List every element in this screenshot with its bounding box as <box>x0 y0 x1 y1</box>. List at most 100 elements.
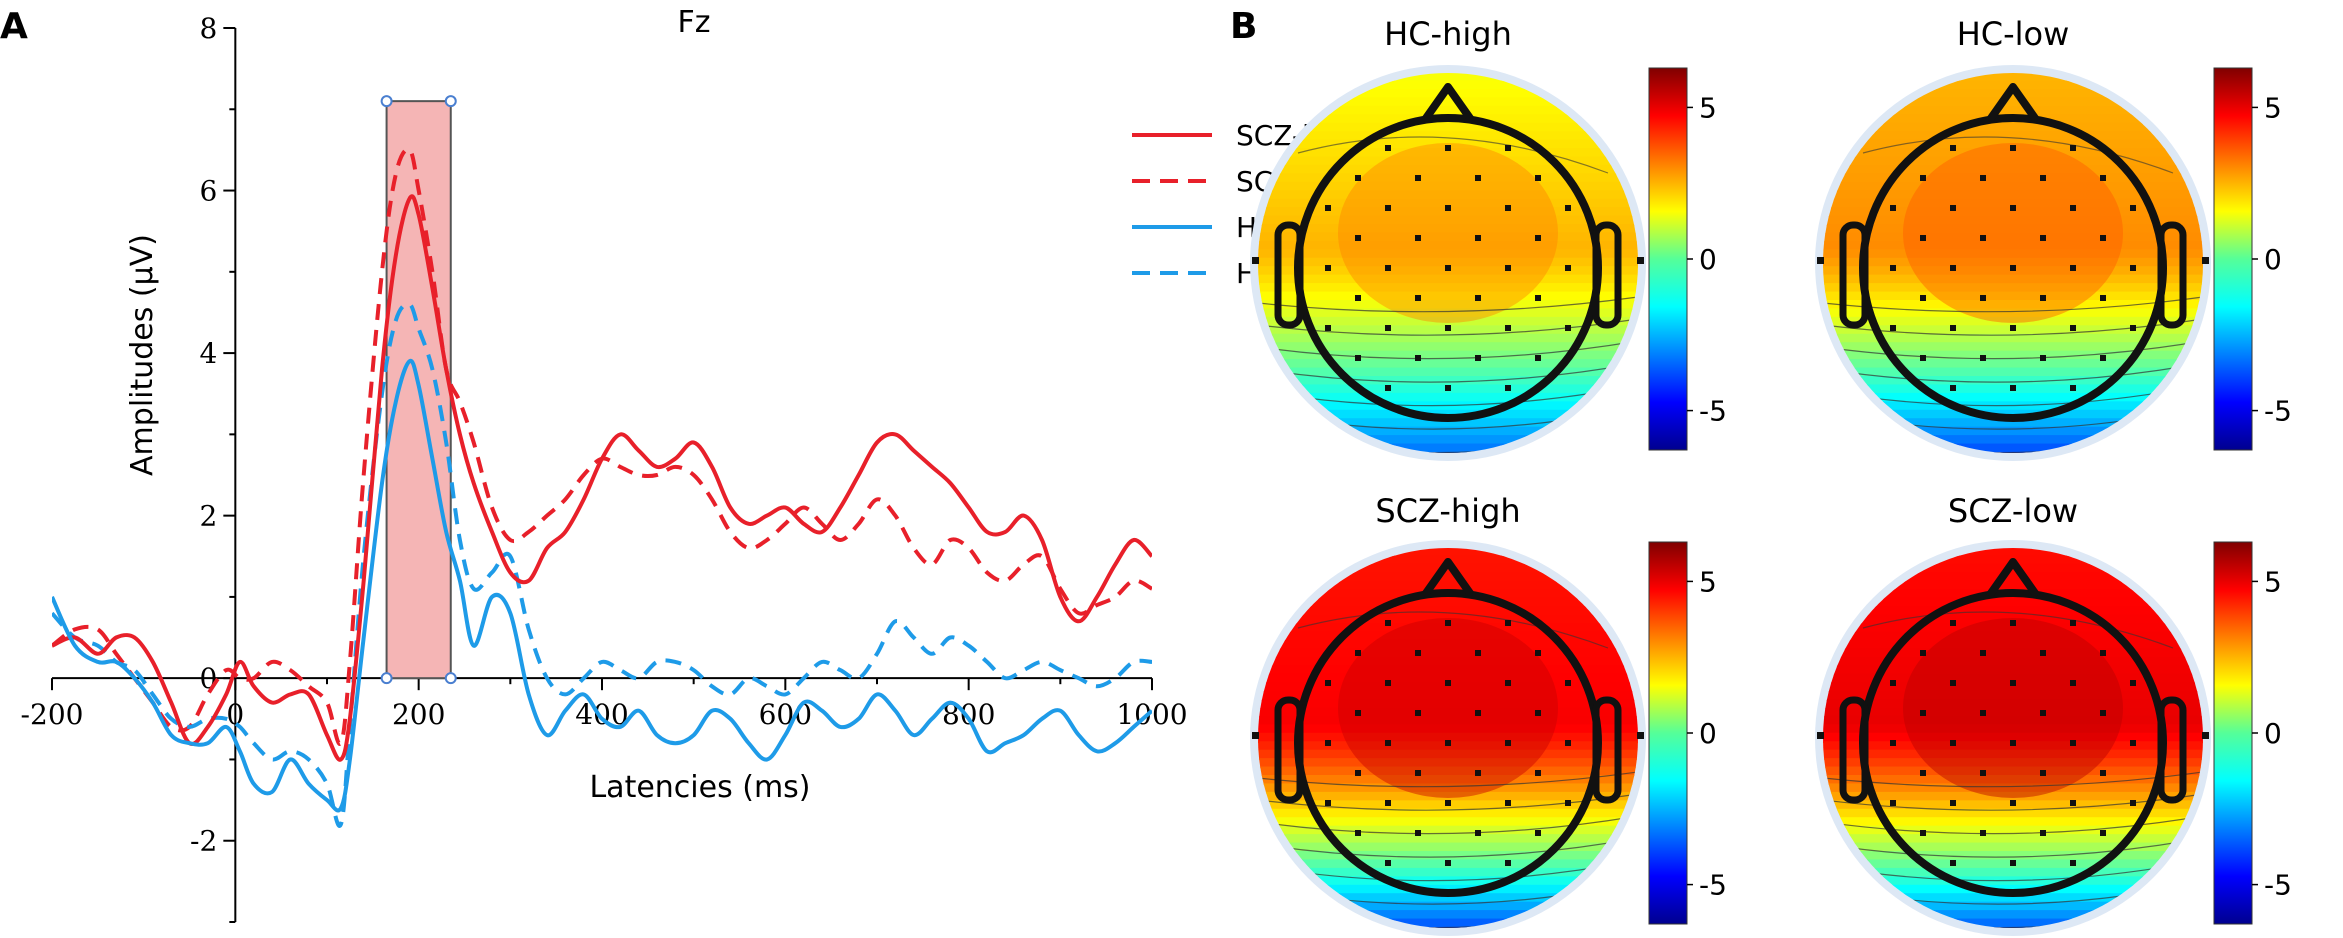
topo-band <box>1823 791 2203 803</box>
topo-band <box>1823 817 2203 828</box>
topo-contour <box>1862 611 2174 649</box>
highlight-handle <box>444 95 457 108</box>
electrode <box>1355 235 1361 241</box>
topo-band <box>1823 207 2203 218</box>
left-ear <box>1274 696 1304 804</box>
topo-band <box>1823 656 2203 668</box>
topo-contour <box>1258 340 1638 360</box>
electrode <box>2100 175 2106 181</box>
electrode <box>1980 235 1986 241</box>
topo-band <box>1258 291 1638 302</box>
topo-band <box>1823 300 2203 311</box>
topo-contour <box>1258 815 1638 835</box>
electrode <box>1535 830 1541 836</box>
y-tick-label: -2 <box>190 825 217 858</box>
topo-band <box>1823 164 2203 176</box>
topo-band <box>1258 232 1638 243</box>
electrode <box>1385 680 1391 686</box>
electrode <box>1535 710 1541 716</box>
panel-a-letter: A <box>0 6 28 47</box>
electrode <box>2010 860 2016 866</box>
topo-band <box>1823 580 2203 592</box>
topo-band <box>1823 851 2203 862</box>
nose <box>1985 558 2041 599</box>
topo-band <box>1258 274 1638 285</box>
topo-band <box>1258 190 1638 201</box>
electrode <box>2040 710 2046 716</box>
topo-band <box>1823 639 2203 651</box>
electrode <box>2100 650 2106 656</box>
topo-title: SCZ-high <box>1375 492 1520 530</box>
electrode <box>1637 732 1644 739</box>
colorbar-tick-label: 0 <box>1699 243 1717 276</box>
electrode <box>1950 860 1956 866</box>
electrode <box>1385 265 1391 271</box>
topo-band <box>1823 198 2203 209</box>
topo-band <box>1258 73 1638 83</box>
topo-band <box>1823 825 2203 836</box>
electrode <box>1890 740 1896 746</box>
topo-band <box>1823 758 2203 769</box>
x-tick-label: 0 <box>226 698 244 731</box>
erp-lines <box>52 147 1152 828</box>
electrode <box>1505 800 1511 806</box>
electrode <box>1535 175 1541 181</box>
topo-band <box>1258 775 1638 786</box>
highlight-handle <box>380 672 393 685</box>
electrode <box>1950 680 1956 686</box>
colorbar-tick-label: -5 <box>1699 869 1727 902</box>
electrode <box>1980 830 1986 836</box>
colorbar <box>2213 67 2253 451</box>
topo-contour <box>1258 362 1638 383</box>
series-line-hc-low <box>52 302 1152 828</box>
topo-band <box>1823 842 2203 853</box>
y-tick-label: 4 <box>200 337 218 370</box>
topo-band <box>1258 426 1638 437</box>
topo-band <box>1258 682 1638 693</box>
electrode <box>1980 175 1986 181</box>
electrode <box>1505 740 1511 746</box>
right-ear <box>2157 696 2187 804</box>
electrode <box>2040 235 2046 241</box>
electrode <box>1637 257 1644 264</box>
electrode <box>1950 800 1956 806</box>
electrode <box>1980 355 1986 361</box>
topo-band <box>1823 766 2203 777</box>
topo-band <box>1823 97 2203 108</box>
topo-band <box>1823 808 2203 820</box>
colorbar-tick-label: -5 <box>2264 395 2292 428</box>
electrode <box>1445 385 1451 391</box>
electrode <box>1355 355 1361 361</box>
right-ear <box>1592 221 1622 329</box>
electrode <box>2070 860 2076 866</box>
topo-band <box>1258 131 1638 142</box>
topo-band <box>1258 198 1638 209</box>
topo-band <box>1258 580 1638 592</box>
electrode <box>1505 265 1511 271</box>
topo-contour <box>1823 296 2203 313</box>
electrode <box>1385 860 1391 866</box>
highlight-handle <box>380 95 393 108</box>
topo-title: HC-high <box>1384 15 1512 53</box>
topo-band <box>1258 699 1638 710</box>
topo-band <box>1258 266 1638 277</box>
topo-band <box>1823 867 2203 879</box>
topo-band <box>1258 918 1638 928</box>
topo-band <box>1258 316 1638 328</box>
topo-contour <box>1823 815 2203 835</box>
electrode <box>2040 830 2046 836</box>
topo-band <box>1258 164 1638 176</box>
topo-band <box>1823 266 2203 277</box>
electrode <box>1445 265 1451 271</box>
electrode <box>1920 295 1926 301</box>
electrode <box>1475 830 1481 836</box>
highlight-handle <box>444 672 457 685</box>
topo-band <box>1823 73 2203 83</box>
electrode <box>1475 295 1481 301</box>
electrode <box>1565 265 1571 271</box>
topo-band <box>1823 893 2203 904</box>
electrode <box>2010 205 2016 211</box>
electrode <box>1920 235 1926 241</box>
right-ear <box>1592 696 1622 804</box>
topo-band <box>1823 224 2203 235</box>
